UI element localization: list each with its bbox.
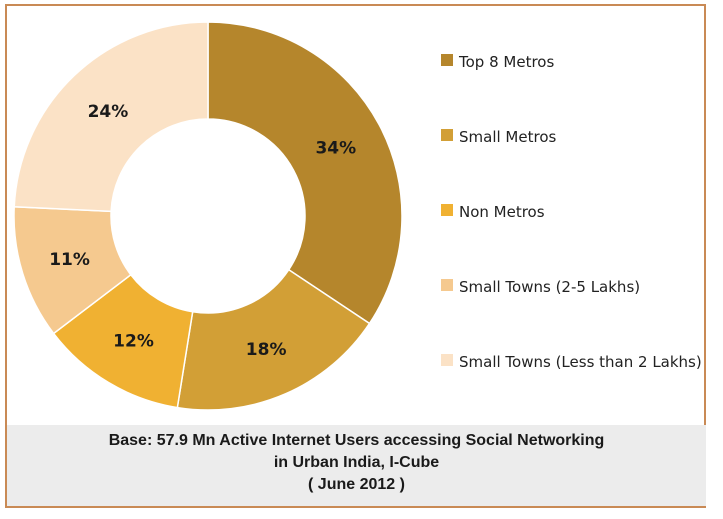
legend: Top 8 Metros Small Metros Non Metros Small … [437,48,707,423]
data-label-0: 34% [315,139,356,159]
legend-swatch [441,204,453,216]
donut-slice-4 [13,21,209,213]
caption-line-1: Base: 57.9 Mn Active Internet Users acce… [108,432,605,449]
legend-label: Non Metros [459,203,545,221]
legend-label: Small Metros [459,128,557,146]
legend-item: Small Towns (2-5 Lakhs) [437,273,707,348]
data-label-3: 11% [49,250,90,270]
legend-swatch [441,129,453,141]
caption-line-2: in Urban India, I-Cube [273,454,440,471]
legend-swatch [441,54,453,66]
legend-swatch [441,354,453,366]
legend-item: Small Towns (Less than 2 Lakhs) [437,348,707,423]
donut-slice-0 [207,21,403,325]
legend-swatch [441,279,453,291]
chart-caption: Base: 57.9 Mn Active Internet Users acce… [7,425,706,506]
legend-label: Small Towns (2-5 Lakhs) [459,278,641,296]
data-label-4: 24% [88,102,129,122]
legend-item: Non Metros [437,198,707,273]
donut-slice-1 [176,268,371,411]
legend-label: Top 8 Metros [459,53,555,71]
caption-line-3: ( June 2012 ) [308,476,405,493]
data-label-2: 12% [113,331,154,351]
legend-item: Top 8 Metros [437,48,707,123]
legend-item: Small Metros [437,123,707,198]
legend-label: Small Towns (Less than 2 Lakhs) [459,353,702,371]
data-label-1: 18% [246,340,287,360]
